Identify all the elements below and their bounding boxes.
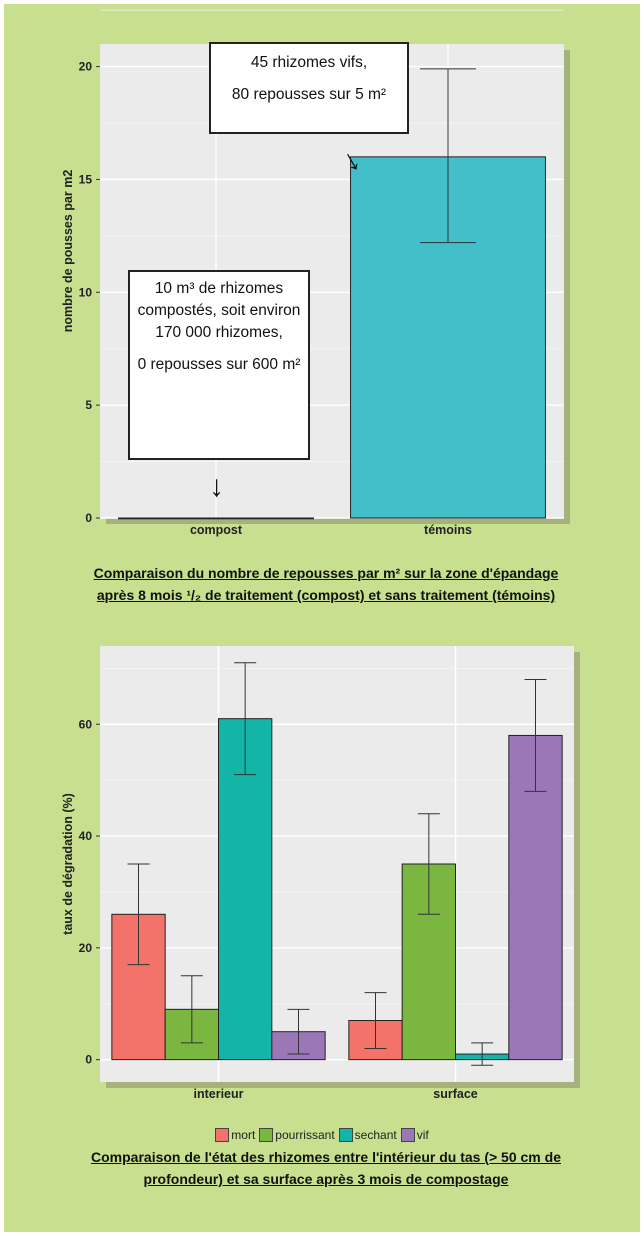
arrow-down-icon: ↓ [209, 470, 224, 503]
legend-item-mort: mort [215, 1128, 255, 1142]
legend-item-vif: vif [400, 1128, 429, 1142]
legend-label: mort [231, 1128, 256, 1142]
y-tick-label: 0 [85, 1053, 92, 1067]
chart1-caption: Comparaison du nombre de repousses par m… [44, 562, 608, 606]
annotation-temoins: 45 rhizomes vifs, 80 repousses sur 5 m² [209, 42, 409, 134]
legend-swatch [338, 1128, 353, 1142]
chart1-caption-line1: Comparaison du nombre de repousses par m… [93, 565, 559, 581]
legend-label: pourrissant [275, 1128, 335, 1142]
legend-swatch [259, 1128, 274, 1142]
legend-label: vif [416, 1128, 429, 1142]
legend-swatch [215, 1128, 230, 1142]
chart1-caption-line2: après 8 mois ¹/₂ de traitement (compost)… [96, 587, 556, 603]
y-tick-label: 40 [79, 829, 93, 843]
y-tick-label: 20 [79, 60, 93, 74]
x-tick-label: témoins [424, 523, 472, 537]
chart2-caption-line1: Comparaison de l'état des rhizomes entre… [91, 1149, 561, 1165]
bar-compost [118, 517, 314, 520]
y-tick-label: 20 [79, 941, 93, 955]
chart2-caption: Comparaison de l'état des rhizomes entre… [44, 1146, 608, 1190]
annotation-compost-line2: 0 repousses sur 600 m² [137, 356, 301, 373]
chart2-caption-line2: profondeur) et sa surface après 3 mois d… [143, 1171, 509, 1187]
y-tick-label: 60 [79, 717, 93, 731]
annotation-compost-line1: 10 m³ de rhizomes compostés, soit enviro… [137, 280, 301, 341]
y-axis-label: nombre de pousses par m2 [61, 170, 75, 333]
annotation-temoins-line2: 80 repousses sur 5 m² [231, 86, 387, 103]
x-tick-label: surface [433, 1087, 478, 1101]
chart2-svg: 0 20 40 60 interieur surface taux de dégradati… [61, 646, 574, 1101]
y-tick-label: 15 [79, 172, 93, 186]
x-tick-label: compost [190, 523, 243, 537]
legend-swatch [400, 1128, 415, 1142]
annotation-temoins-line1: 45 rhizomes vifs, [250, 54, 368, 71]
poster: 0 5 10 15 20 compost témoins nombre de pousses … [4, 4, 640, 1232]
y-tick-label: 5 [85, 398, 92, 412]
chart2-legend: mort pourrissant sechant vif [4, 1128, 640, 1142]
annotation-compost: 10 m³ de rhizomes compostés, soit enviro… [128, 270, 310, 460]
legend-label: sechant [354, 1128, 397, 1142]
y-tick-label: 10 [79, 285, 93, 299]
y-tick-label: 0 [85, 511, 92, 525]
x-tick-label: interieur [193, 1087, 243, 1101]
y-axis-label: taux de dégradation (%) [61, 793, 75, 935]
chart1-svg: 0 5 10 15 20 compost témoins nombre de pousses … [61, 9, 564, 537]
legend-item-pourrissant: pourrissant [259, 1128, 335, 1142]
legend-item-sechant: sechant [338, 1128, 397, 1142]
bar-interieur-sechant [218, 718, 273, 1061]
